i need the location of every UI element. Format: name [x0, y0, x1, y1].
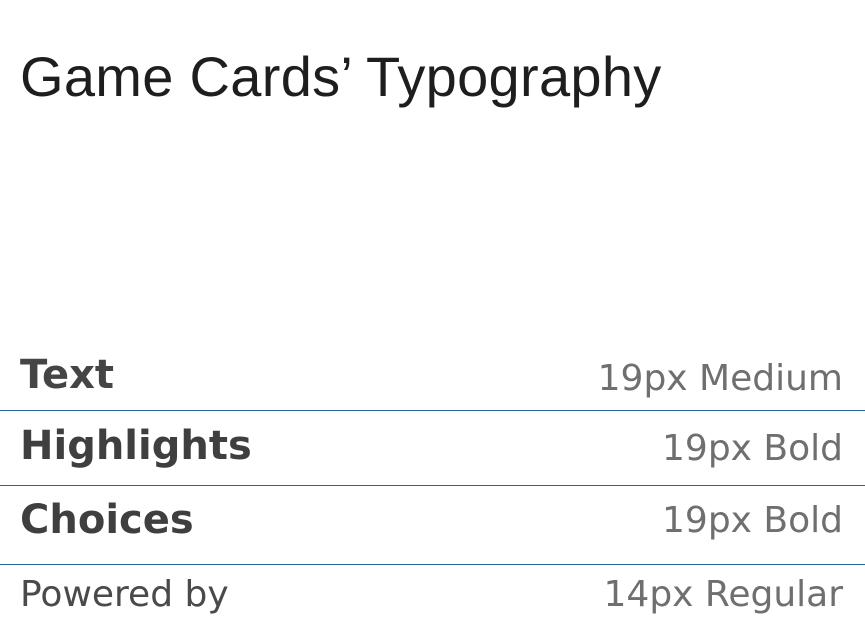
- typography-row-powered-by: Powered by 14px Regular: [0, 565, 865, 633]
- row-font-spec: 14px Regular: [603, 574, 843, 615]
- row-label: Highlights: [20, 423, 252, 469]
- row-label: Powered by: [20, 574, 229, 615]
- typography-spec-list: Text 19px Medium Highlights 19px Bold Ch…: [0, 338, 865, 633]
- row-label: Choices: [20, 497, 194, 543]
- typography-row-highlights: Highlights 19px Bold: [0, 411, 865, 486]
- typography-row-text: Text 19px Medium: [0, 338, 865, 411]
- row-font-spec: 19px Medium: [597, 358, 843, 399]
- typography-row-choices: Choices 19px Bold: [0, 486, 865, 565]
- row-font-spec: 19px Bold: [662, 428, 843, 469]
- row-font-spec: 19px Bold: [662, 500, 843, 541]
- page-title: Game Cards’ Typography: [20, 45, 662, 108]
- row-label: Text: [20, 352, 115, 398]
